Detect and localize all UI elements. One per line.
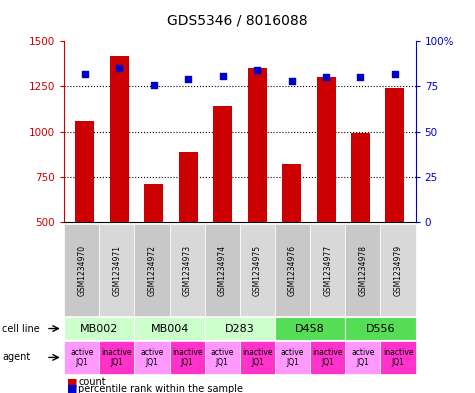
Text: active
JQ1: active JQ1 [351, 348, 375, 367]
Bar [144, 184, 163, 222]
Text: inactive
JQ1: inactive JQ1 [242, 348, 273, 367]
Text: GSM1234971: GSM1234971 [113, 245, 121, 296]
Text: GDS5346 / 8016088: GDS5346 / 8016088 [167, 14, 308, 28]
Text: GSM1234972: GSM1234972 [148, 245, 156, 296]
Point [357, 74, 364, 81]
Point [115, 65, 123, 72]
Bar [386, 88, 404, 222]
Point [81, 71, 89, 77]
Text: GSM1234978: GSM1234978 [359, 245, 367, 296]
Text: GSM1234977: GSM1234977 [323, 244, 332, 296]
Bar [351, 134, 370, 222]
Text: inactive
JQ1: inactive JQ1 [102, 348, 132, 367]
Bar [76, 121, 94, 222]
Text: inactive
JQ1: inactive JQ1 [313, 348, 343, 367]
Point [219, 72, 227, 79]
Point [150, 81, 158, 88]
Bar [110, 56, 129, 222]
Text: GSM1234975: GSM1234975 [253, 244, 262, 296]
Text: active
JQ1: active JQ1 [210, 348, 234, 367]
Text: ■: ■ [66, 377, 77, 387]
Text: MB002: MB002 [80, 323, 118, 334]
Bar [247, 68, 266, 222]
Bar [316, 77, 335, 222]
Text: D556: D556 [366, 323, 395, 334]
Bar [179, 152, 198, 222]
Text: GSM1234974: GSM1234974 [218, 244, 227, 296]
Text: MB004: MB004 [151, 323, 189, 334]
Point [184, 76, 192, 83]
Text: ■: ■ [66, 384, 77, 393]
Text: active
JQ1: active JQ1 [140, 348, 164, 367]
Text: GSM1234976: GSM1234976 [288, 244, 297, 296]
Text: inactive
JQ1: inactive JQ1 [172, 348, 202, 367]
Text: D283: D283 [225, 323, 255, 334]
Text: percentile rank within the sample: percentile rank within the sample [78, 384, 243, 393]
Text: active
JQ1: active JQ1 [70, 348, 94, 367]
Text: GSM1234970: GSM1234970 [77, 244, 86, 296]
Text: agent: agent [2, 353, 30, 362]
Text: inactive
JQ1: inactive JQ1 [383, 348, 413, 367]
Point [391, 71, 399, 77]
Text: D458: D458 [295, 323, 325, 334]
Text: cell line: cell line [2, 323, 40, 334]
Bar [213, 107, 232, 222]
Point [322, 74, 330, 81]
Text: active
JQ1: active JQ1 [281, 348, 304, 367]
Point [253, 67, 261, 73]
Text: GSM1234979: GSM1234979 [394, 244, 402, 296]
Text: GSM1234973: GSM1234973 [183, 244, 191, 296]
Bar [282, 164, 301, 222]
Text: count: count [78, 377, 106, 387]
Point [288, 78, 295, 84]
